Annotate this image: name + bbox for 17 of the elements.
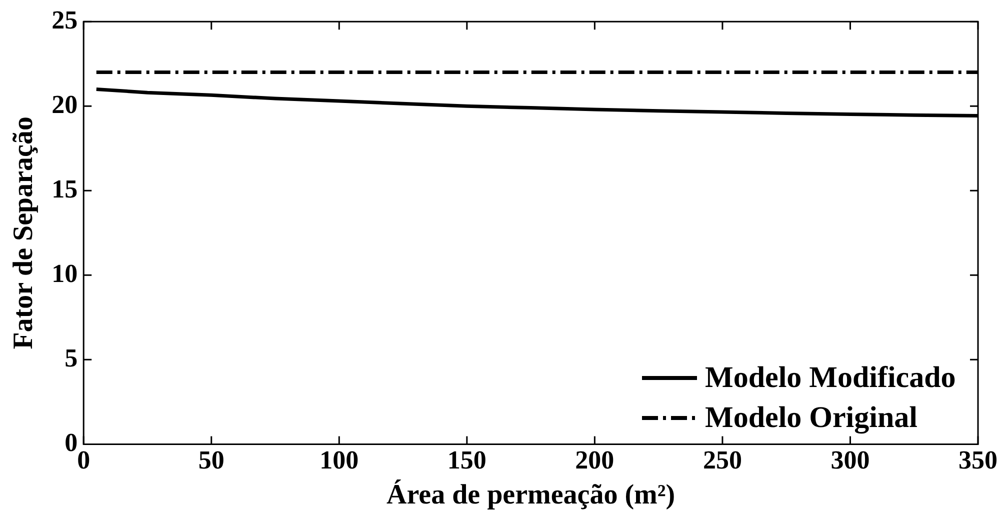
x-tick-label: 300 bbox=[830, 446, 870, 475]
x-tick-label: 350 bbox=[958, 446, 998, 475]
y-axis-title: Fator de Separação bbox=[8, 116, 40, 350]
y-tick-label: 10 bbox=[52, 258, 78, 288]
legend-label: Modelo Modificado bbox=[705, 361, 956, 396]
x-axis-title: Área de permeação (m²) bbox=[386, 478, 676, 510]
x-tick-label: 50 bbox=[198, 446, 224, 475]
y-tick-label: 15 bbox=[52, 174, 78, 204]
y-tick-label: 5 bbox=[64, 343, 78, 372]
y-tick-label: 20 bbox=[52, 90, 78, 119]
x-tick-label: 250 bbox=[702, 446, 742, 475]
x-tick-label: 200 bbox=[575, 446, 614, 475]
y-tick-label: 25 bbox=[52, 5, 78, 34]
y-tick-label: 0 bbox=[64, 428, 78, 457]
x-tick-label: 100 bbox=[320, 446, 359, 475]
x-tick-label: 150 bbox=[447, 446, 486, 475]
legend-label: Modelo Original bbox=[705, 401, 918, 436]
